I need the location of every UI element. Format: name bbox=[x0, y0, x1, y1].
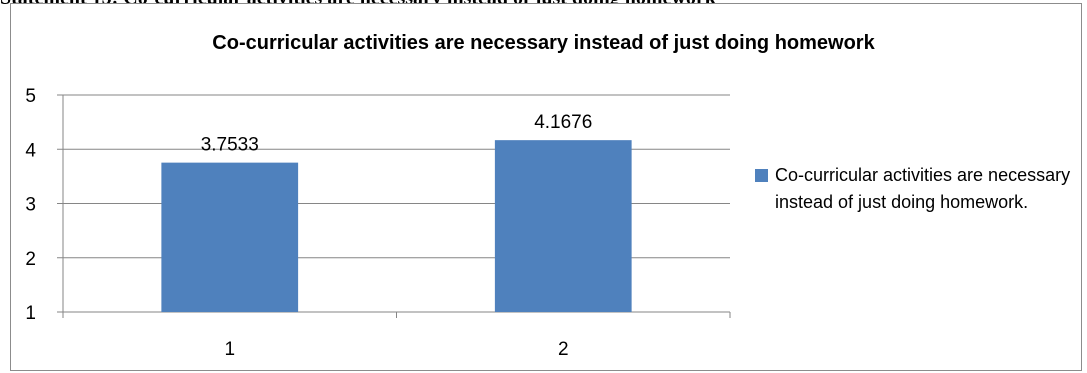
bar bbox=[161, 162, 299, 312]
x-tick-label: 1 bbox=[224, 339, 235, 360]
data-label: 3.7533 bbox=[201, 135, 259, 156]
y-tick-label: 1 bbox=[25, 303, 36, 324]
legend-swatch bbox=[755, 169, 768, 182]
x-tick-label: 2 bbox=[558, 339, 569, 360]
data-label: 4.1676 bbox=[534, 112, 592, 133]
chart-title: Co-curricular activities are necessary i… bbox=[212, 32, 875, 54]
y-tick-label: 3 bbox=[25, 195, 36, 216]
y-tick-label: 5 bbox=[25, 86, 36, 107]
legend-label: Co-curricular activities are necessary i… bbox=[775, 165, 1071, 212]
y-tick-label: 4 bbox=[25, 140, 36, 161]
bar bbox=[494, 140, 632, 312]
y-tick-label: 2 bbox=[25, 249, 36, 270]
